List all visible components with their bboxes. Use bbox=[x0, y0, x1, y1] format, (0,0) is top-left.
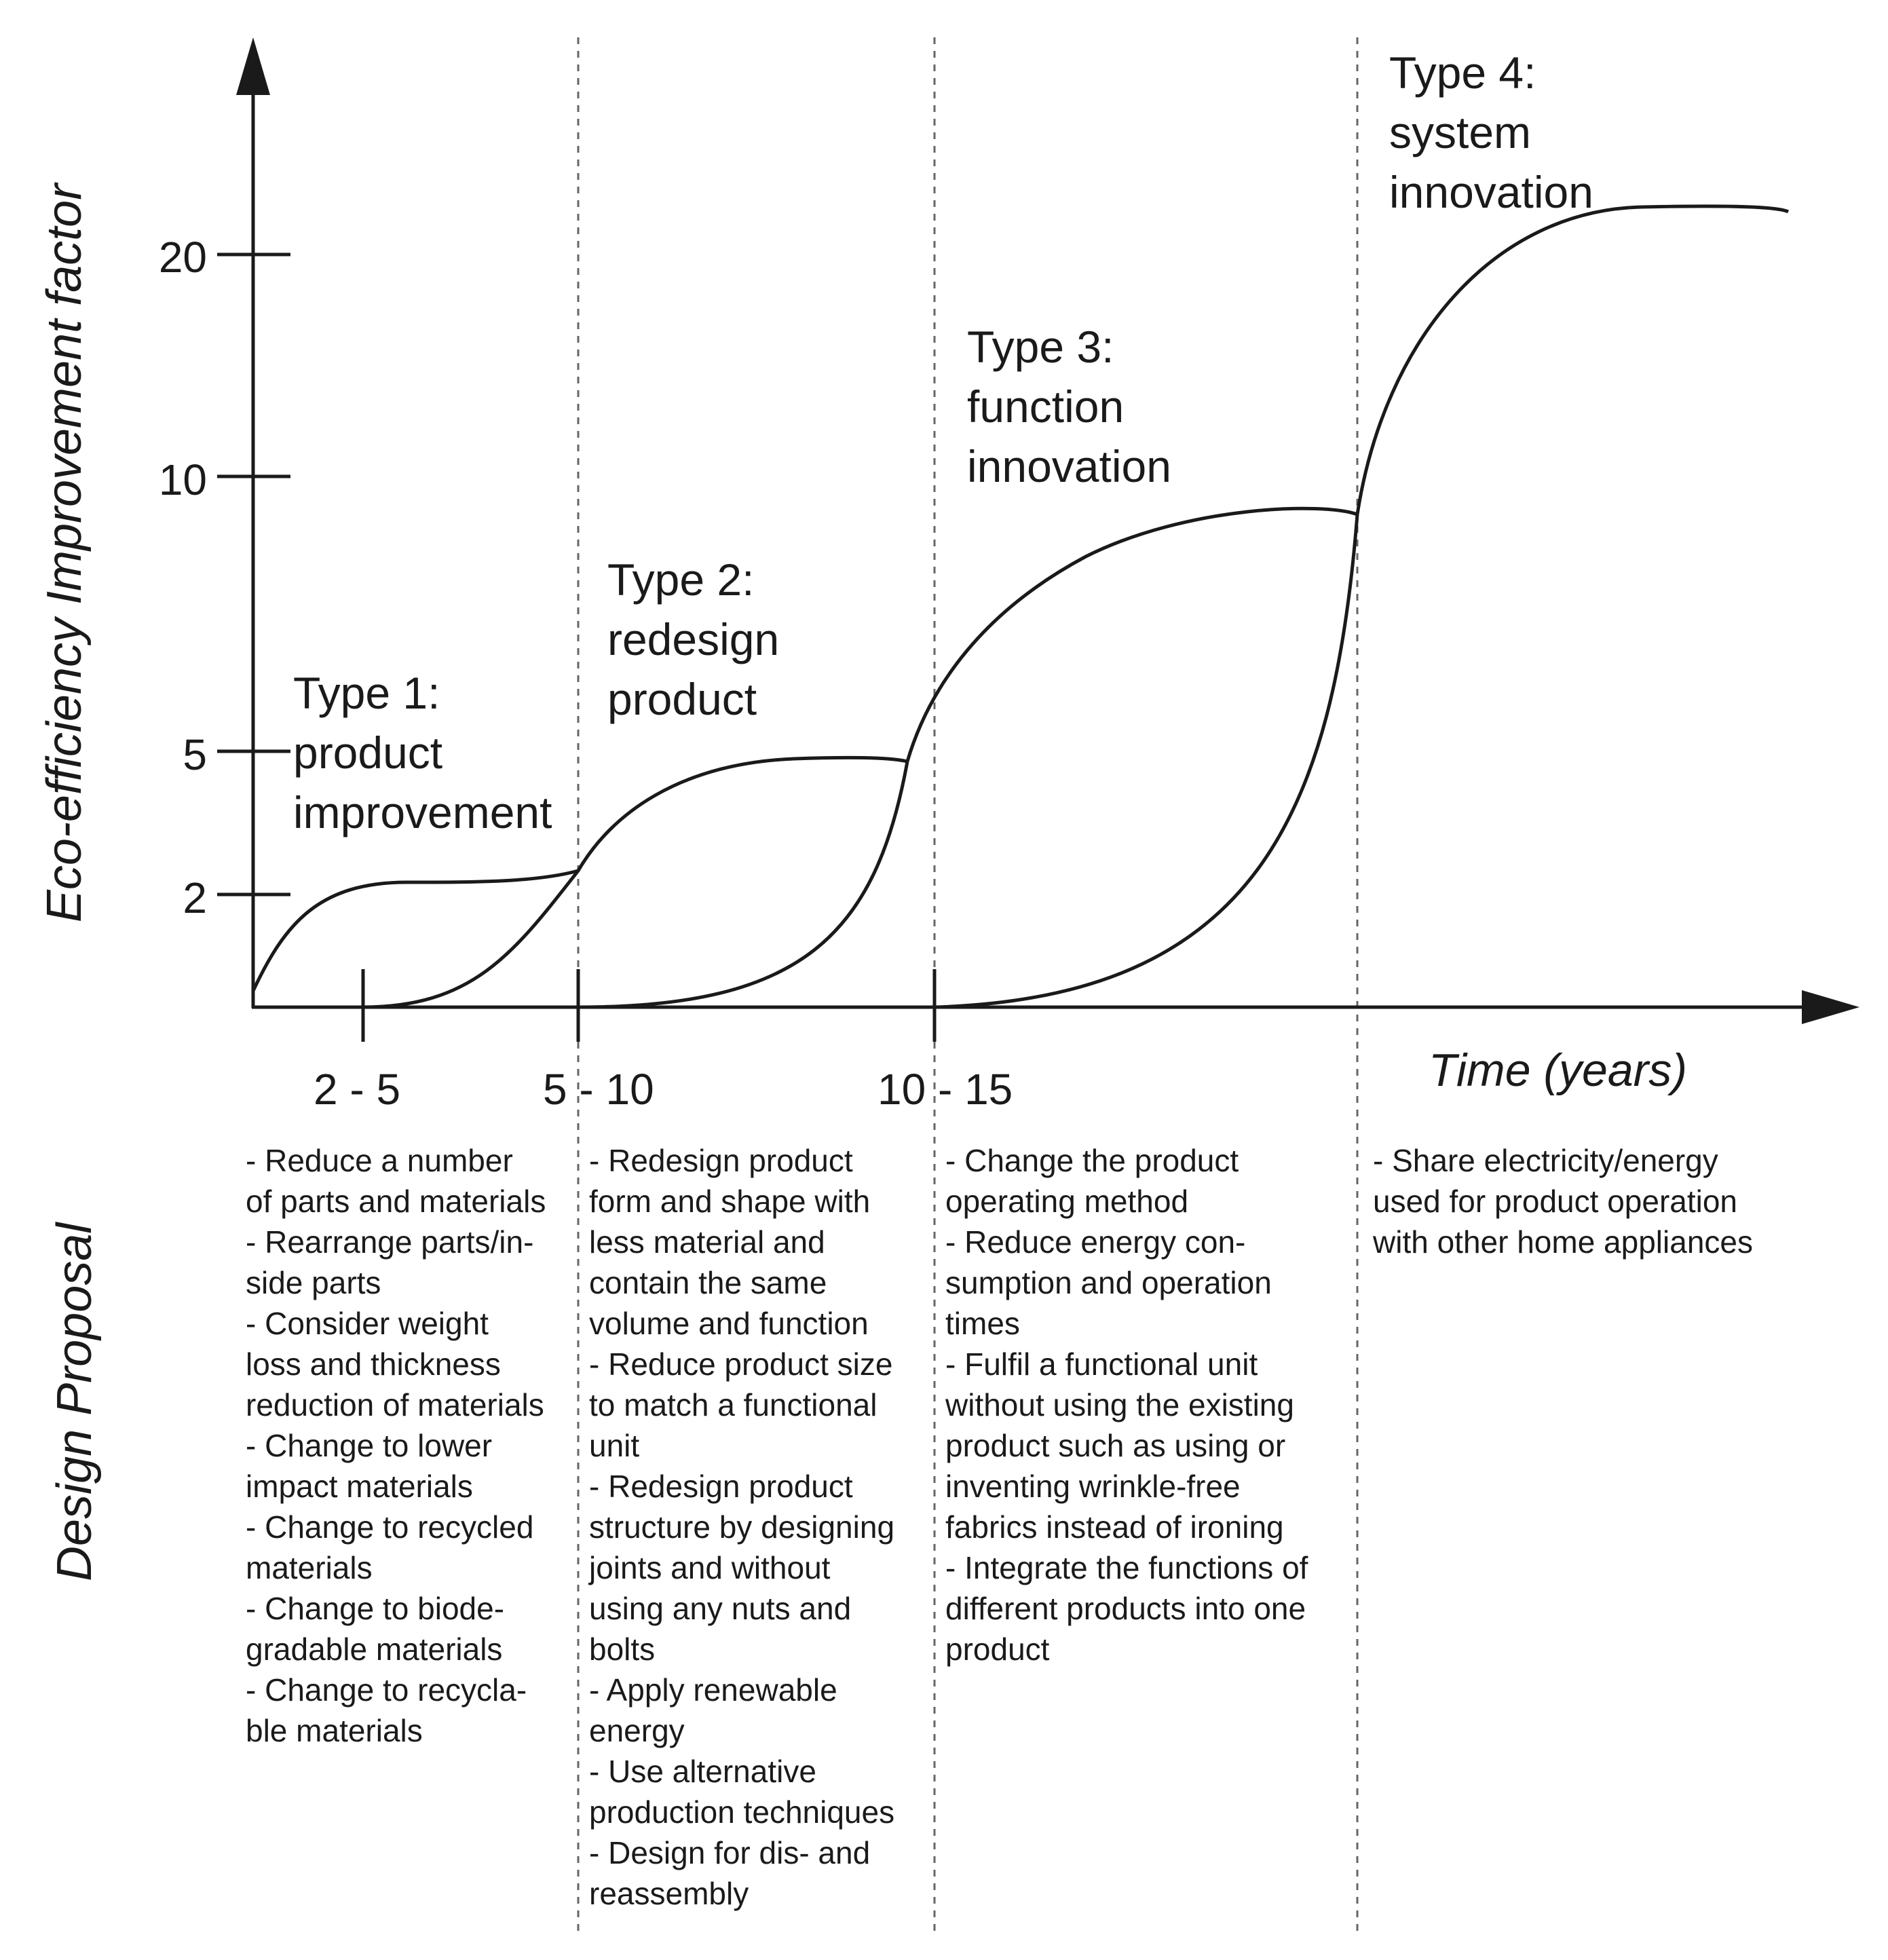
type-2-line-2: redesign bbox=[607, 614, 780, 664]
proposal-line: impact materials bbox=[246, 1469, 473, 1504]
proposal-line: different products into one bbox=[945, 1591, 1306, 1626]
proposal-line: joints and without bbox=[589, 1550, 831, 1585]
proposal-line: less material and bbox=[589, 1224, 825, 1260]
x-axis-title: Time (years) bbox=[1429, 1044, 1687, 1096]
proposal-line: reassembly bbox=[589, 1876, 749, 1911]
curve-type-1 bbox=[251, 869, 579, 992]
proposal-line: using any nuts and bbox=[589, 1591, 852, 1626]
proposal-line: form and shape with bbox=[589, 1184, 871, 1219]
proposal-line: - Apply renewable bbox=[589, 1672, 837, 1708]
proposal-line: - Consider weight bbox=[246, 1306, 489, 1341]
design-proposal-title: Design Proposal bbox=[48, 1222, 102, 1581]
proposal-line: without using the existing bbox=[945, 1387, 1294, 1422]
type-1-line-3: improvement bbox=[293, 787, 552, 837]
x-tick-label-2-5: 2 - 5 bbox=[314, 1065, 401, 1114]
proposal-column-type-4: - Share electricity/energy used for prod… bbox=[1373, 1140, 1794, 1262]
proposal-column-type-2: - Redesign product form and shape with l… bbox=[589, 1140, 928, 1914]
type-3-line-3: innovation bbox=[967, 441, 1171, 491]
proposal-line: side parts bbox=[246, 1265, 381, 1300]
proposal-line: - Reduce product size bbox=[589, 1346, 893, 1382]
proposal-line: - Redesign product bbox=[589, 1143, 853, 1178]
proposal-line: production techniques bbox=[589, 1794, 895, 1830]
type-3-line-2: function bbox=[967, 381, 1125, 432]
type-3-label: Type 3: function innovation bbox=[967, 317, 1171, 496]
proposal-line: - Change to lower bbox=[246, 1428, 493, 1463]
proposal-line: - Integrate the functions of bbox=[945, 1550, 1308, 1585]
proposal-line: used for product operation bbox=[1373, 1184, 1738, 1219]
proposal-line: - Change to recycla- bbox=[246, 1672, 527, 1708]
proposal-line: times bbox=[945, 1306, 1020, 1341]
proposal-line: volume and function bbox=[589, 1306, 869, 1341]
proposal-line: with other home appliances bbox=[1373, 1224, 1753, 1260]
y-axis-title: Eco-efficiency Improvement factor bbox=[37, 183, 92, 923]
y-tick-label-10: 10 bbox=[158, 455, 207, 504]
curve-type-4 bbox=[934, 204, 1790, 1009]
proposal-column-type-1: - Reduce a number of parts and materials… bbox=[246, 1140, 571, 1751]
type-4-line-1: Type 4: bbox=[1389, 48, 1536, 98]
type-4-line-2: system bbox=[1389, 107, 1532, 157]
proposal-line: gradable materials bbox=[246, 1632, 503, 1667]
proposal-line: to match a functional bbox=[589, 1387, 877, 1422]
type-1-line-2: product bbox=[293, 728, 443, 778]
y-tick-label-5: 5 bbox=[183, 730, 207, 779]
proposal-line: materials bbox=[246, 1550, 373, 1585]
proposal-line: energy bbox=[589, 1713, 685, 1748]
proposal-line: reduction of materials bbox=[246, 1387, 544, 1422]
proposal-line: inventing wrinkle-free bbox=[945, 1469, 1241, 1504]
proposal-line: - Rearrange parts/in- bbox=[246, 1224, 534, 1260]
type-2-label: Type 2: redesign product bbox=[607, 550, 779, 729]
proposal-column-type-3: - Change the product operating method - … bbox=[945, 1140, 1353, 1670]
proposal-line: - Change to biode- bbox=[246, 1591, 505, 1626]
proposal-line: bolts bbox=[589, 1632, 656, 1667]
curve-type-3 bbox=[578, 506, 1358, 1009]
curve-type-2 bbox=[362, 755, 908, 1009]
type-2-line-1: Type 2: bbox=[607, 554, 755, 605]
proposal-line: contain the same bbox=[589, 1265, 827, 1300]
proposal-line: - Design for dis- and bbox=[589, 1835, 871, 1870]
proposal-line: sumption and operation bbox=[945, 1265, 1272, 1300]
proposal-line: - Change to recycled bbox=[246, 1509, 534, 1545]
proposal-line: - Change the product bbox=[945, 1143, 1239, 1178]
type-2-line-3: product bbox=[607, 674, 757, 724]
type-4-label: Type 4: system innovation bbox=[1389, 43, 1593, 222]
x-tick-label-5-10: 5 - 10 bbox=[543, 1065, 654, 1114]
proposal-line: - Reduce energy con- bbox=[945, 1224, 1246, 1260]
type-1-label: Type 1: product improvement bbox=[293, 663, 552, 842]
proposal-line: - Fulfil a functional unit bbox=[945, 1346, 1258, 1382]
type-1-line-1: Type 1: bbox=[293, 668, 440, 718]
proposal-line: - Redesign product bbox=[589, 1469, 853, 1504]
proposal-line: - Reduce a number bbox=[246, 1143, 513, 1178]
y-tick-label-20: 20 bbox=[158, 233, 207, 282]
proposal-line: loss and thickness bbox=[246, 1346, 501, 1382]
proposal-line: structure by designing bbox=[589, 1509, 895, 1545]
y-axis-arrowhead bbox=[236, 37, 270, 95]
proposal-line: operating method bbox=[945, 1184, 1189, 1219]
proposal-line: of parts and materials bbox=[246, 1184, 546, 1219]
x-axis-arrowhead bbox=[1802, 990, 1859, 1024]
type-3-line-1: Type 3: bbox=[967, 322, 1114, 372]
y-tick-label-2: 2 bbox=[183, 873, 207, 922]
proposal-line: - Use alternative bbox=[589, 1754, 816, 1789]
proposal-line: product bbox=[945, 1632, 1050, 1667]
proposal-line: unit bbox=[589, 1428, 640, 1463]
proposal-line: - Share electricity/energy bbox=[1373, 1143, 1718, 1178]
proposal-line: product such as using or bbox=[945, 1428, 1286, 1463]
x-tick-label-10-15: 10 - 15 bbox=[877, 1065, 1013, 1114]
proposal-line: fabrics instead of ironing bbox=[945, 1509, 1284, 1545]
proposal-line: ble materials bbox=[246, 1713, 423, 1748]
type-4-line-3: innovation bbox=[1389, 167, 1593, 217]
